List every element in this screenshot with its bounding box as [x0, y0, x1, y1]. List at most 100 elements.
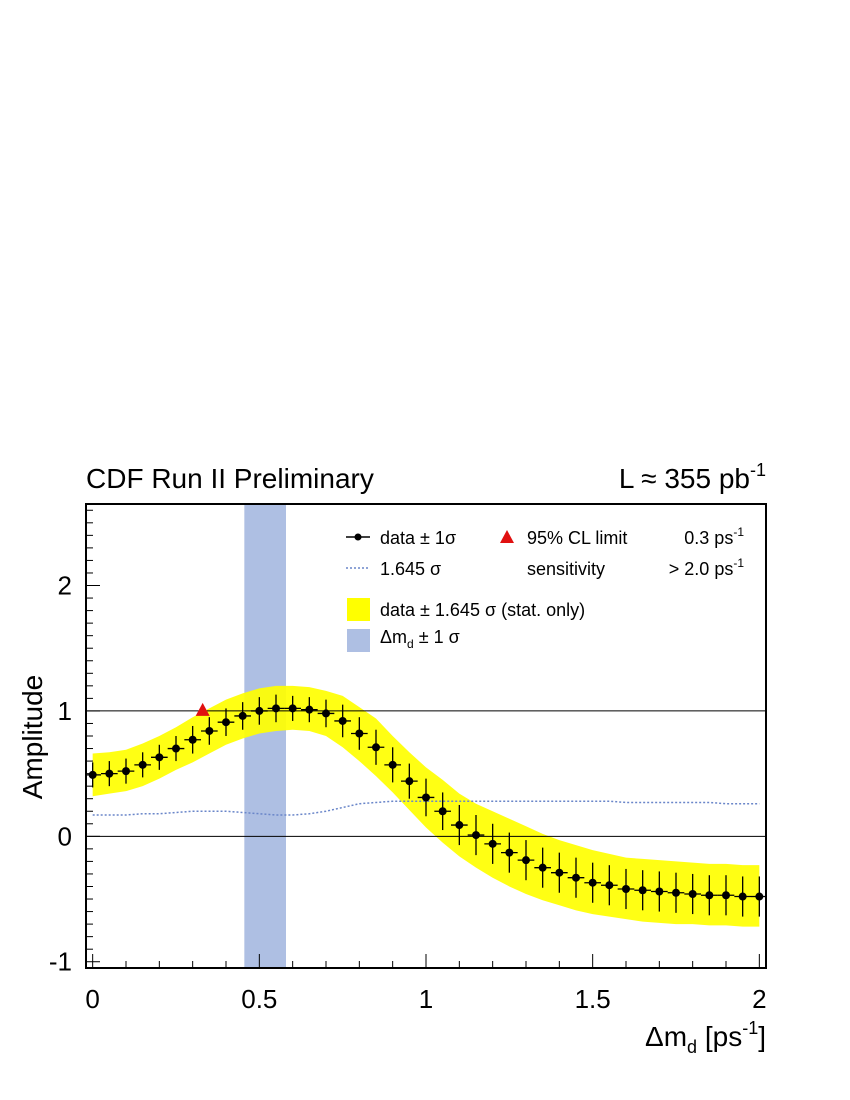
- data-point-marker: [222, 718, 230, 727]
- legend-sensitivity-value: > 2.0 ps-1: [669, 556, 745, 579]
- data-point: [301, 697, 318, 723]
- data-point-marker: [255, 706, 264, 715]
- data-point: [267, 694, 285, 723]
- legend-sensitivity-curve-label: 1.645 σ: [380, 559, 441, 579]
- data-point: [251, 697, 268, 725]
- data-point-marker: [572, 873, 580, 882]
- legend-dmd-swatch: [347, 629, 370, 652]
- dmd-band-layer: [244, 504, 286, 968]
- data-point: [151, 744, 168, 770]
- y-tick-label: -1: [49, 947, 72, 977]
- legend-data-label: data ± 1σ: [380, 528, 456, 548]
- data-point-marker: [505, 848, 514, 857]
- data-point: [184, 725, 201, 754]
- data-point-marker: [638, 886, 647, 895]
- x-tick-label: 2: [752, 984, 766, 1014]
- data-point: [284, 695, 301, 721]
- data-point-marker: [588, 878, 597, 887]
- x-tick-label: 0: [85, 984, 99, 1014]
- data-point: [501, 832, 518, 873]
- data-point: [517, 840, 535, 881]
- data-point-marker: [338, 716, 347, 725]
- data-point-marker: [372, 743, 380, 752]
- data-point-marker: [188, 735, 197, 744]
- data-point-marker: [538, 863, 547, 872]
- legend-limit-label: 95% CL limit: [527, 528, 627, 548]
- data-point: [384, 747, 401, 783]
- data-point-marker: [555, 868, 564, 877]
- data-point: [717, 875, 735, 916]
- data-point: [701, 875, 718, 916]
- legend-limit-marker: [500, 530, 514, 543]
- data-point-marker: [122, 767, 130, 776]
- y-tick-label: 1: [58, 696, 72, 726]
- data-point-marker: [405, 777, 414, 786]
- data-point-marker: [488, 839, 497, 848]
- data-point-marker: [88, 770, 97, 779]
- data-point-marker: [205, 726, 214, 735]
- data-point-marker: [422, 793, 430, 802]
- data-point-marker: [438, 807, 447, 816]
- data-point: [534, 847, 551, 888]
- data-point-marker: [755, 892, 764, 901]
- x-tick-label: 1.5: [575, 984, 611, 1014]
- data-point-marker: [672, 888, 680, 897]
- data-point-marker: [605, 881, 614, 890]
- x-axis-label: Δmd [ps-1]: [645, 1018, 766, 1057]
- dmd-band: [244, 504, 286, 968]
- data-point: [217, 708, 235, 736]
- data-point: [434, 792, 451, 831]
- data-point: [117, 758, 135, 784]
- data-point: [617, 868, 635, 910]
- sensitivity-curve: [92, 800, 760, 816]
- data-point: [684, 873, 701, 915]
- data-point-marker: [655, 887, 664, 896]
- data-point-marker: [138, 760, 147, 769]
- data-point: [551, 852, 568, 893]
- data-point: [567, 857, 585, 898]
- data-point-marker: [238, 711, 247, 720]
- data-point-marker: [705, 891, 714, 900]
- data-points-layer: [86, 694, 766, 917]
- data-point: [401, 763, 418, 799]
- data-point-marker: [305, 705, 314, 714]
- data-point-marker: [155, 753, 164, 762]
- data-point: [334, 704, 351, 738]
- data-point: [651, 871, 668, 912]
- data-point: [134, 752, 151, 778]
- legend-data-marker: [346, 533, 370, 541]
- data-point: [101, 761, 118, 787]
- data-point: [584, 862, 601, 903]
- data-point: [634, 870, 651, 911]
- data-point: [734, 876, 751, 917]
- data-point-marker: [172, 744, 180, 753]
- data-point: [484, 823, 501, 864]
- limit-marker: [195, 702, 210, 716]
- data-point: [167, 736, 185, 762]
- data-point-marker: [522, 856, 530, 865]
- y-tick-label: 2: [58, 571, 72, 601]
- data-point: [467, 815, 485, 856]
- limit-marker-layer: [195, 702, 210, 716]
- data-point-marker: [105, 769, 114, 778]
- legend: data ± 1σ 95% CL limit 0.3 ps-1 1.645 σ …: [346, 525, 744, 652]
- data-point-marker: [355, 729, 364, 738]
- axes-layer: 0 0.5 1 1.5 2 -1 0 1 2: [49, 503, 767, 1014]
- data-point-marker: [688, 890, 697, 899]
- legend-dmd-label: Δmd ± 1 σ: [380, 627, 460, 651]
- legend-band-swatch: [347, 598, 370, 621]
- data-point: [86, 762, 101, 788]
- x-tick-label: 1: [419, 984, 433, 1014]
- data-point-marker: [388, 760, 397, 769]
- data-point-marker: [455, 821, 464, 830]
- data-point: [601, 865, 618, 906]
- legend-band-label: data ± 1.645 σ (stat. only): [380, 600, 585, 620]
- legend-limit-value: 0.3 ps-1: [684, 525, 744, 548]
- experiment-title: CDF Run II Preliminary: [86, 463, 374, 494]
- data-point: [317, 699, 335, 728]
- data-point: [451, 804, 468, 846]
- data-point: [417, 778, 435, 817]
- data-point: [201, 717, 218, 745]
- x-tick-label: 0.5: [241, 984, 277, 1014]
